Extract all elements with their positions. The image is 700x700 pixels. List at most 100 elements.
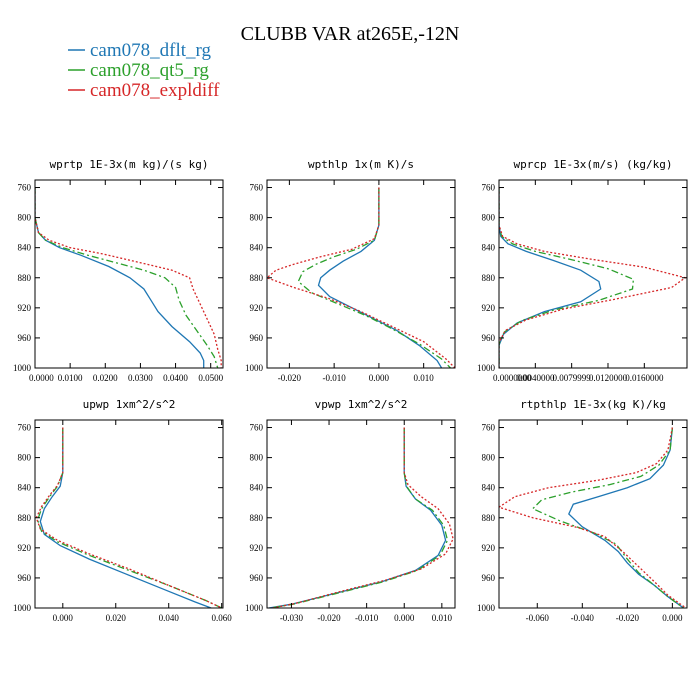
panel-frame xyxy=(34,179,224,369)
y-tick-label: 800 xyxy=(18,453,32,463)
series-line xyxy=(499,187,602,368)
legend-item: cam078_qt5_rg xyxy=(68,60,209,81)
x-tick-label: 0.000 xyxy=(662,613,683,623)
x-tick-label: 0.010 xyxy=(432,613,453,623)
series-group xyxy=(35,187,222,368)
y-tick-label: 880 xyxy=(482,513,496,523)
x-tick-label: 0.0040000 xyxy=(516,373,555,383)
y-tick-label: 760 xyxy=(250,423,264,433)
series-group xyxy=(499,187,687,368)
series-line xyxy=(568,427,684,608)
y-tick-label: 960 xyxy=(18,333,32,343)
series-line xyxy=(499,187,635,368)
y-tick-label: 920 xyxy=(18,303,32,313)
panel: wpthlp 1x(m K)/s 760 800 840 880 920 960 1000 -0… xyxy=(245,158,456,383)
series-group xyxy=(35,427,222,608)
legend: cam078_dflt_rgcam078_qt5_rgcam078_expldi… xyxy=(68,40,220,101)
y-tick-label: 840 xyxy=(482,243,496,253)
legend-item: cam078_expldiff xyxy=(68,80,220,101)
panel-title: vpwp 1xm^2/s^2 xyxy=(315,398,408,411)
x-tick-label: -0.010 xyxy=(323,373,347,383)
x-tick-label: 0.0000000 xyxy=(493,373,532,383)
y-tick-label: 880 xyxy=(250,273,264,283)
panel-frame xyxy=(266,419,456,609)
x-tick-label: 0.0079999 xyxy=(553,373,592,383)
x-tick-label: 0.000 xyxy=(53,613,74,623)
panel-title: wprtp 1E-3x(m kg)/(s kg) xyxy=(50,158,209,171)
series-line xyxy=(36,427,222,608)
panel: rtpthlp 1E-3x(kg K)/kg 760 800 840 880 920 960… xyxy=(477,398,688,623)
x-tick-label: 0.0000 xyxy=(29,373,54,383)
y-tick-label: 880 xyxy=(18,273,32,283)
series-group xyxy=(267,187,455,368)
y-tick-label: 840 xyxy=(482,483,496,493)
series-line xyxy=(268,427,447,608)
y-tick-label: 920 xyxy=(18,543,32,553)
legend-label: cam078_dflt_rg xyxy=(90,40,212,61)
x-tick-label: -0.030 xyxy=(280,613,304,623)
x-tick-label: -0.010 xyxy=(355,613,379,623)
panel: vpwp 1xm^2/s^2 760 800 840 880 920 960 1000 -0.0… xyxy=(245,398,456,623)
x-tick-label: -0.020 xyxy=(616,613,640,623)
y-tick-label: 920 xyxy=(250,543,264,553)
panel-frame xyxy=(498,179,688,369)
y-tick-label: 1000 xyxy=(13,363,32,373)
panel: wprcp 1E-3x(m/s) (kg/kg) 760 800 840 880 920 9… xyxy=(477,158,688,383)
x-tick-label: 0.0300 xyxy=(128,373,153,383)
legend-label: cam078_expldiff xyxy=(90,80,220,101)
y-tick-label: 920 xyxy=(482,303,496,313)
panel-frame xyxy=(498,419,688,609)
series-line xyxy=(35,427,222,608)
y-tick-label: 800 xyxy=(250,453,264,463)
y-tick-label: 760 xyxy=(482,423,496,433)
legend-label: cam078_qt5_rg xyxy=(90,60,209,81)
series-line xyxy=(499,427,687,608)
y-tick-label: 880 xyxy=(250,513,264,523)
x-tick-label: 0.010 xyxy=(414,373,435,383)
series-line xyxy=(317,187,443,368)
y-tick-label: 840 xyxy=(250,243,264,253)
series-line xyxy=(270,427,449,608)
y-tick-label: 880 xyxy=(482,273,496,283)
y-tick-label: 800 xyxy=(482,213,496,223)
x-tick-label: 0.0500 xyxy=(198,373,223,383)
y-tick-label: 920 xyxy=(250,303,264,313)
series-group xyxy=(499,427,687,608)
panel-title: rtpthlp 1E-3x(kg K)/kg xyxy=(520,398,666,411)
series-group xyxy=(268,427,454,608)
y-tick-label: 1000 xyxy=(477,363,496,373)
y-tick-label: 760 xyxy=(18,423,32,433)
panel-title: wpthlp 1x(m K)/s xyxy=(308,158,414,171)
y-tick-label: 840 xyxy=(250,483,264,493)
y-tick-label: 960 xyxy=(482,573,496,583)
series-line xyxy=(272,427,454,608)
y-tick-label: 1000 xyxy=(245,363,264,373)
y-tick-label: 840 xyxy=(18,243,32,253)
y-tick-label: 840 xyxy=(18,483,32,493)
y-tick-label: 760 xyxy=(482,183,496,193)
y-tick-label: 880 xyxy=(18,513,32,523)
x-tick-label: 0.0100 xyxy=(58,373,83,383)
panels: wprtp 1E-3x(m kg)/(s kg) 760 800 840 880 920 9… xyxy=(13,158,688,623)
y-tick-label: 960 xyxy=(482,333,496,343)
y-tick-label: 920 xyxy=(482,543,496,553)
x-tick-label: 0.000 xyxy=(369,373,390,383)
y-tick-label: 1000 xyxy=(477,603,496,613)
y-tick-label: 1000 xyxy=(13,603,32,613)
panel-title: wprcp 1E-3x(m/s) (kg/kg) xyxy=(514,158,673,171)
series-line xyxy=(35,187,219,368)
panel-frame xyxy=(34,419,224,609)
legend-item: cam078_dflt_rg xyxy=(68,40,212,61)
series-line xyxy=(267,187,455,368)
y-tick-label: 760 xyxy=(18,183,32,193)
x-tick-label: -0.020 xyxy=(278,373,302,383)
x-tick-label: 0.000 xyxy=(394,613,415,623)
x-tick-label: 0.0200 xyxy=(93,373,118,383)
panel: wprtp 1E-3x(m kg)/(s kg) 760 800 840 880 920 9… xyxy=(13,158,224,383)
y-tick-label: 960 xyxy=(250,333,264,343)
x-tick-label: 0.040 xyxy=(159,613,180,623)
series-line xyxy=(35,187,222,368)
y-tick-label: 960 xyxy=(18,573,32,583)
panel: upwp 1xm^2/s^2 760 800 840 880 920 960 1000 0.00… xyxy=(13,398,232,623)
series-line xyxy=(35,187,205,368)
